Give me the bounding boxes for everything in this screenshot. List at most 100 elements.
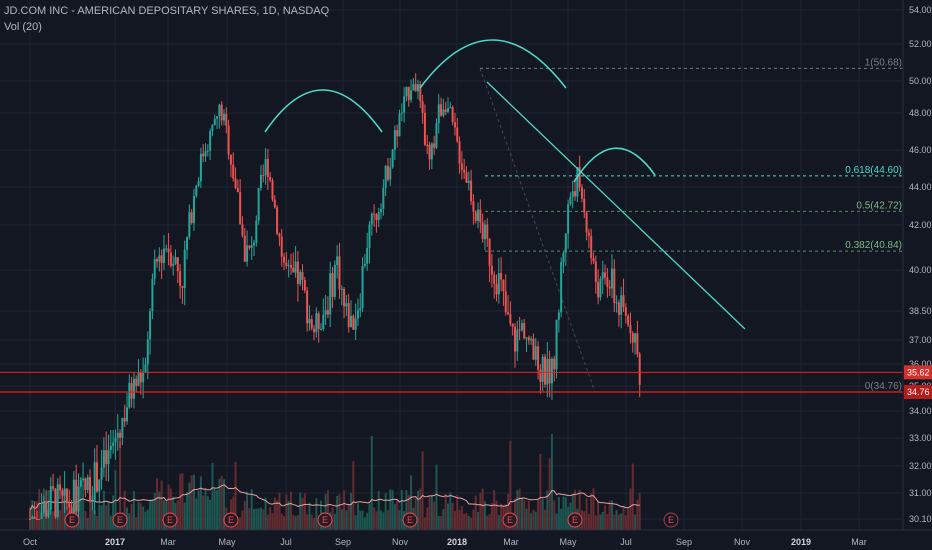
volume-bar	[430, 495, 433, 530]
volume-bar	[610, 500, 613, 530]
volume-bar	[294, 516, 297, 530]
candle-body	[537, 346, 540, 370]
volume-bar	[100, 505, 103, 530]
time-tick-label: Oct	[23, 537, 38, 547]
candle-body	[416, 84, 419, 92]
volume-bar	[557, 496, 560, 530]
candle-body	[361, 265, 364, 308]
volume-indicator-label[interactable]: Vol (20)	[4, 21, 42, 33]
volume-bar	[280, 513, 283, 530]
earnings-marker	[223, 512, 239, 528]
time-axis[interactable]: Oct 2017 Mar May Jul Sep Nov 2018 Mar May Jul Sep No…	[23, 537, 867, 547]
volume-bar	[527, 500, 530, 530]
candle-body	[486, 224, 489, 239]
candle-body	[329, 273, 332, 315]
earnings-marker-label: E	[117, 515, 123, 525]
candle-body	[624, 307, 627, 316]
candle-body	[144, 364, 147, 372]
candle-body	[460, 163, 463, 170]
candle-body	[35, 519, 38, 520]
volume-bar	[546, 490, 549, 530]
candle-body	[366, 247, 369, 264]
candle-body	[470, 180, 473, 202]
volume-bar	[82, 483, 85, 530]
earnings-marker	[162, 512, 178, 528]
volume-bar	[253, 509, 256, 530]
pattern-annotations[interactable]	[264, 39, 746, 330]
candle-body	[165, 248, 168, 250]
volume-bar	[89, 503, 92, 530]
volume-bar	[98, 504, 101, 530]
volume-bar	[477, 511, 480, 530]
candle-body	[516, 329, 519, 352]
volume-bar	[222, 479, 225, 530]
candle-body	[202, 153, 205, 157]
candle-body	[467, 180, 470, 183]
candle-body	[82, 478, 85, 481]
symbol-title[interactable]: JD.COM INC - AMERICAN DEPOSITARY SHARES,…	[4, 5, 330, 17]
volume-bar	[303, 493, 306, 530]
volume-bar	[467, 515, 470, 530]
candle-body	[243, 235, 246, 262]
candle-body	[350, 315, 353, 328]
candle-body	[520, 323, 523, 331]
volume-bar	[423, 517, 426, 530]
volume-bar	[93, 509, 96, 530]
candle-body	[116, 432, 119, 438]
fib-level-label: 0.618(44.60)	[845, 165, 902, 176]
volume-bar	[604, 505, 607, 530]
candle-body	[518, 329, 521, 331]
candle-body	[391, 149, 394, 168]
candle-body	[259, 175, 262, 188]
candle-body	[167, 248, 170, 253]
time-tick-label: Jul	[280, 537, 292, 547]
volume-bar	[426, 507, 429, 530]
earnings-marker	[64, 512, 80, 528]
volume-bar	[453, 510, 456, 530]
support-lines[interactable]	[0, 371, 903, 393]
volume-bar	[146, 509, 149, 530]
volume-bar	[571, 493, 574, 530]
volume-bar	[393, 504, 396, 530]
candle-body	[209, 131, 212, 151]
volume-bar	[287, 500, 290, 530]
candle-body	[412, 84, 415, 91]
volume-bar	[396, 499, 399, 530]
time-tick-label: 2017	[105, 537, 125, 547]
earnings-marker-label: E	[507, 515, 513, 525]
volume-bar	[386, 510, 389, 530]
volume-bar	[497, 514, 500, 530]
candle-body	[594, 261, 597, 282]
left-shoulder-arc	[264, 89, 383, 133]
candle-body	[576, 167, 579, 197]
volume-bar	[246, 491, 249, 530]
volume-bar	[195, 498, 198, 530]
volume-bar	[285, 494, 288, 530]
volume-bar	[132, 490, 135, 530]
candle-body	[410, 90, 413, 101]
candle-body	[86, 476, 89, 491]
candle-body	[479, 209, 482, 223]
earnings-marker	[402, 512, 418, 528]
fib-level-label: 0.382(40.84)	[845, 240, 902, 251]
volume-bar	[435, 464, 438, 530]
volume-bar	[601, 511, 604, 530]
candle-body	[574, 191, 577, 197]
candle-body	[47, 509, 50, 517]
candle-body	[56, 484, 59, 517]
volume-bar	[52, 511, 55, 530]
candle-body	[345, 303, 348, 307]
earnings-marker-label: E	[572, 515, 578, 525]
volume-bar	[135, 517, 138, 530]
candle-body	[220, 104, 223, 121]
volume-bar	[107, 501, 110, 530]
volume-bar	[202, 495, 205, 530]
volume-bar	[587, 514, 590, 530]
candle-body	[373, 213, 376, 215]
candle-body	[204, 151, 207, 157]
candle-body	[430, 143, 433, 160]
price-tick-label: 42.00	[909, 220, 932, 230]
volume-bar	[338, 494, 341, 530]
